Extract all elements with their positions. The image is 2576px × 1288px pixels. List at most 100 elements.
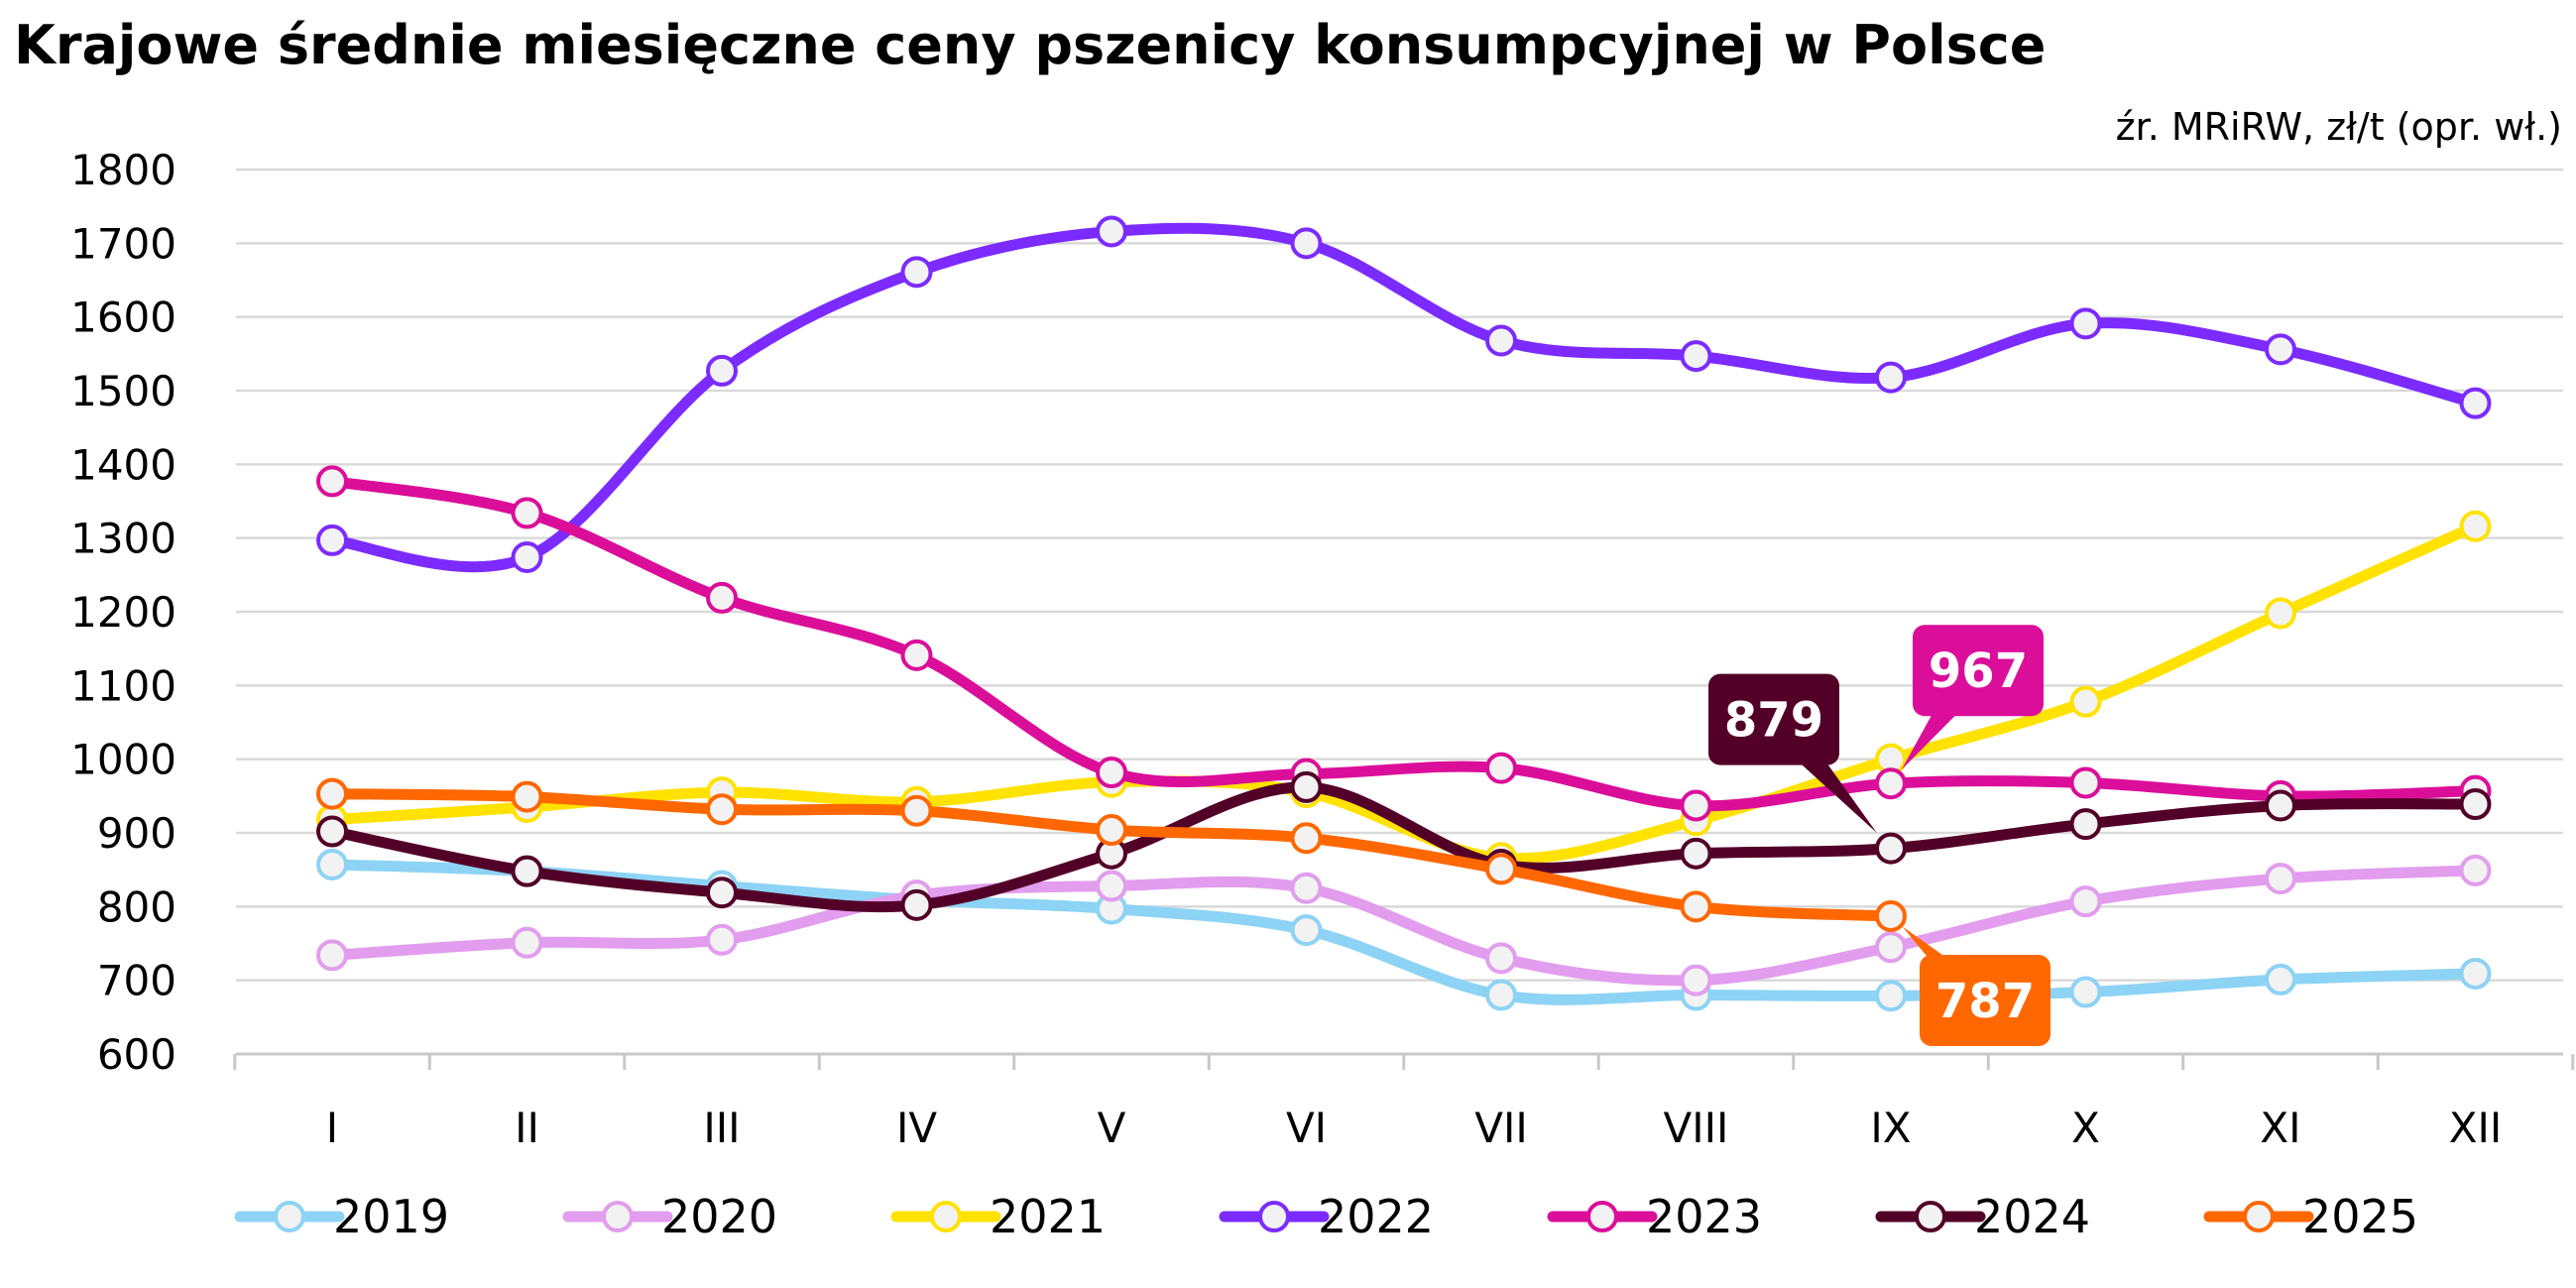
data-point-2024 xyxy=(316,815,348,848)
data-point-2023 xyxy=(2069,766,2102,799)
data-point-2020 xyxy=(1875,931,1907,964)
series-line-2020 xyxy=(326,865,2481,987)
legend-item-2021: 2021 xyxy=(890,1190,1106,1243)
source-note: źr. MRiRW, zł/t (opr. wł.) xyxy=(2115,105,2562,149)
data-point-2022 xyxy=(1680,340,1712,373)
annotations: 879 967 787 xyxy=(1708,625,2050,1046)
data-point-2019 xyxy=(2459,957,2492,990)
legend-label: 2024 xyxy=(1974,1190,2090,1243)
axes: 600 700 800 900 1000 1100 1200 1300 1400 1500 1600… xyxy=(70,146,2575,1152)
y-tick-label: 1800 xyxy=(70,146,176,194)
data-point-2020 xyxy=(706,923,738,956)
series-2022 xyxy=(316,215,2492,573)
y-tick-label: 600 xyxy=(97,1030,176,1079)
series-line-2019 xyxy=(326,859,2481,1005)
data-point-2025 xyxy=(1875,899,1907,932)
data-point-2023 xyxy=(1875,767,1907,800)
y-tick-label: 700 xyxy=(97,957,176,1005)
series-line-2023 xyxy=(326,475,2481,812)
data-point-2020 xyxy=(2265,863,2296,895)
x-tick-label: IV xyxy=(896,1104,937,1152)
data-point-2019 xyxy=(2069,976,2102,1008)
data-point-2025 xyxy=(900,794,933,827)
x-tick-label: II xyxy=(515,1104,539,1152)
legend-label: 2022 xyxy=(1318,1190,1434,1243)
x-tick-label: VI xyxy=(1286,1104,1327,1152)
data-point-2023 xyxy=(1680,789,1712,822)
y-tick-label: 1700 xyxy=(70,219,176,268)
x-tick-label: V xyxy=(1098,1104,1126,1152)
legend-label: 2023 xyxy=(1646,1190,1762,1243)
data-point-2025 xyxy=(316,777,348,810)
y-tick-label: 1400 xyxy=(70,440,176,489)
data-point-2023 xyxy=(900,639,933,671)
chart-title: Krajowe średnie miesięczne ceny pszenicy… xyxy=(14,14,2047,76)
callout-box xyxy=(1920,954,2050,1046)
data-point-2022 xyxy=(1485,324,1517,357)
data-point-2023 xyxy=(316,465,348,498)
callout-pointer xyxy=(1901,670,2000,770)
legend: 2019 2020 2021 2022 2023 2024 2025 xyxy=(234,1190,2418,1243)
data-point-2025 xyxy=(511,780,543,813)
series-line-2022 xyxy=(326,222,2481,573)
callout-2023: 967 xyxy=(1901,625,2044,770)
series-line-2024 xyxy=(326,781,2481,913)
y-tick-label: 1000 xyxy=(70,736,176,784)
callout-box xyxy=(1913,625,2044,717)
legend-marker xyxy=(1258,1201,1290,1232)
grid-lines xyxy=(236,168,2563,982)
data-point-2022 xyxy=(316,524,348,556)
callout-label: 787 xyxy=(1935,974,2035,1029)
callout-2025: 787 xyxy=(1902,926,2050,1046)
callout-2024: 879 xyxy=(1708,673,1877,834)
data-point-2019 xyxy=(2265,963,2296,995)
data-point-2020 xyxy=(511,926,543,959)
data-point-2024 xyxy=(706,877,738,909)
series-2020 xyxy=(316,854,2492,996)
data-point-2024 xyxy=(1680,837,1712,870)
legend-item-2023: 2023 xyxy=(1547,1190,1762,1243)
data-point-2022 xyxy=(1290,227,1323,260)
legend-marker xyxy=(1915,1201,1946,1232)
x-tick-label: III xyxy=(703,1104,740,1152)
legend-marker xyxy=(602,1201,634,1232)
legend-label: 2020 xyxy=(661,1190,777,1243)
legend-label: 2021 xyxy=(990,1190,1106,1243)
series-2025 xyxy=(316,777,1907,932)
y-tick-label: 1200 xyxy=(70,588,176,637)
y-tick-label: 1600 xyxy=(70,293,176,342)
callout-box xyxy=(1708,673,1839,765)
y-tick-label: 1500 xyxy=(70,367,176,415)
data-point-2019 xyxy=(1875,980,1907,1012)
legend-marker xyxy=(1586,1201,1618,1232)
data-point-2023 xyxy=(1096,757,1127,789)
data-point-2020 xyxy=(1096,870,1127,902)
x-tick-label: XI xyxy=(2260,1104,2300,1152)
legend-item-2019: 2019 xyxy=(234,1190,449,1243)
data-point-2021 xyxy=(2459,510,2492,542)
data-point-2020 xyxy=(2459,854,2492,886)
legend-item-2020: 2020 xyxy=(562,1190,777,1243)
x-tick-label: X xyxy=(2071,1104,2100,1152)
legend-item-2022: 2022 xyxy=(1219,1190,1434,1243)
data-point-2022 xyxy=(2069,307,2102,340)
x-tick-label: VII xyxy=(1474,1104,1528,1152)
y-tick-label: 900 xyxy=(97,809,176,858)
data-point-2024 xyxy=(1290,770,1323,803)
series-2019 xyxy=(316,848,2492,1012)
data-point-2021 xyxy=(2069,685,2102,718)
legend-item-2025: 2025 xyxy=(2203,1190,2418,1243)
data-point-2019 xyxy=(1290,914,1323,947)
data-point-2024 xyxy=(511,855,543,887)
data-point-2020 xyxy=(1485,942,1517,975)
data-point-2025 xyxy=(706,793,738,826)
series-lines xyxy=(316,215,2492,1012)
legend-marker xyxy=(274,1201,305,1232)
data-point-2022 xyxy=(900,256,933,289)
legend-marker xyxy=(2243,1201,2275,1232)
x-tick-label: I xyxy=(326,1104,338,1152)
x-tick-label: IX xyxy=(1870,1104,1911,1152)
data-point-2019 xyxy=(1485,979,1517,1011)
series-2023 xyxy=(316,465,2492,822)
